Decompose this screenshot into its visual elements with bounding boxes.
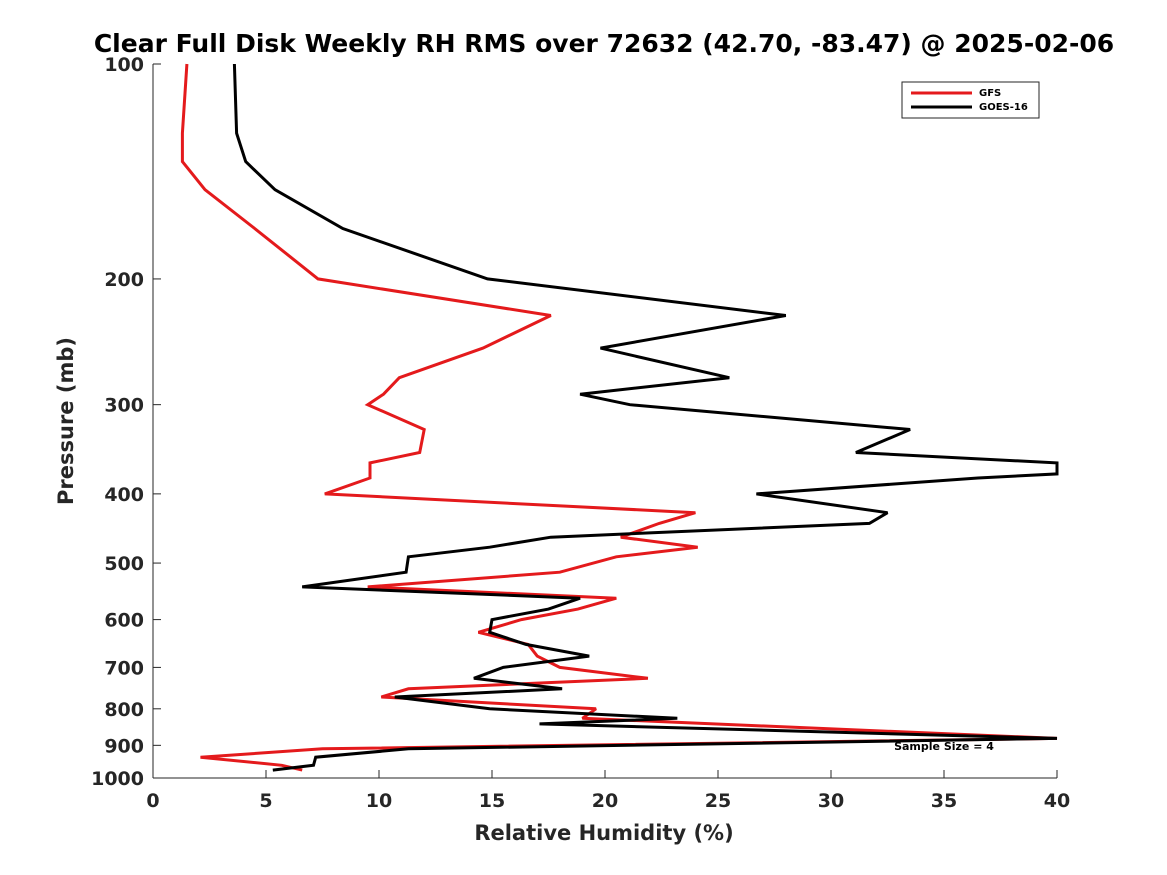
y-tick-label: 200 [104,269,144,291]
legend-label-goes16: GOES-16 [979,102,1028,113]
y-axis-ticks: 100 200 300 400 500 600 700 800 900 1000 [91,54,161,790]
x-tick-label: 30 [818,790,844,812]
x-axis-ticks: 0 5 10 15 20 25 30 35 40 [146,770,1070,812]
series-layer [180,63,1059,772]
x-axis-label: Relative Humidity (%) [474,821,733,845]
x-tick-label: 35 [931,790,957,812]
y-tick-label: 300 [104,395,144,417]
plot-area: 0 5 10 15 20 25 30 35 40 100 200 300 400 500 600 700 80… [91,54,1070,812]
x-tick-label: 15 [479,790,505,812]
y-tick-label: 500 [104,553,144,575]
y-axis-label: Pressure (mb) [54,337,78,505]
series-line-gfs [180,63,1058,772]
x-tick-label: 25 [705,790,731,812]
y-tick-label: 900 [104,735,144,757]
y-tick-label: 1000 [91,768,144,790]
y-tick-label: 800 [104,699,144,721]
series-line-goes16 [232,63,1059,772]
legend-box [901,81,1040,119]
legend-label-gfs: GFS [979,88,1001,99]
sample-size-annotation: Sample Size = 4 [894,740,994,753]
y-tick-label: 400 [104,484,144,506]
chart-title: Clear Full Disk Weekly RH RMS over 72632… [94,29,1114,58]
x-tick-label: 40 [1044,790,1070,812]
x-tick-label: 0 [146,790,159,812]
y-tick-label: 700 [104,657,144,679]
x-tick-label: 20 [592,790,618,812]
x-tick-label: 10 [366,790,392,812]
y-tick-label: 100 [104,54,144,76]
x-tick-label: 5 [259,790,272,812]
y-tick-label: 600 [104,610,144,632]
legend: GFS GOES-16 [901,81,1040,119]
